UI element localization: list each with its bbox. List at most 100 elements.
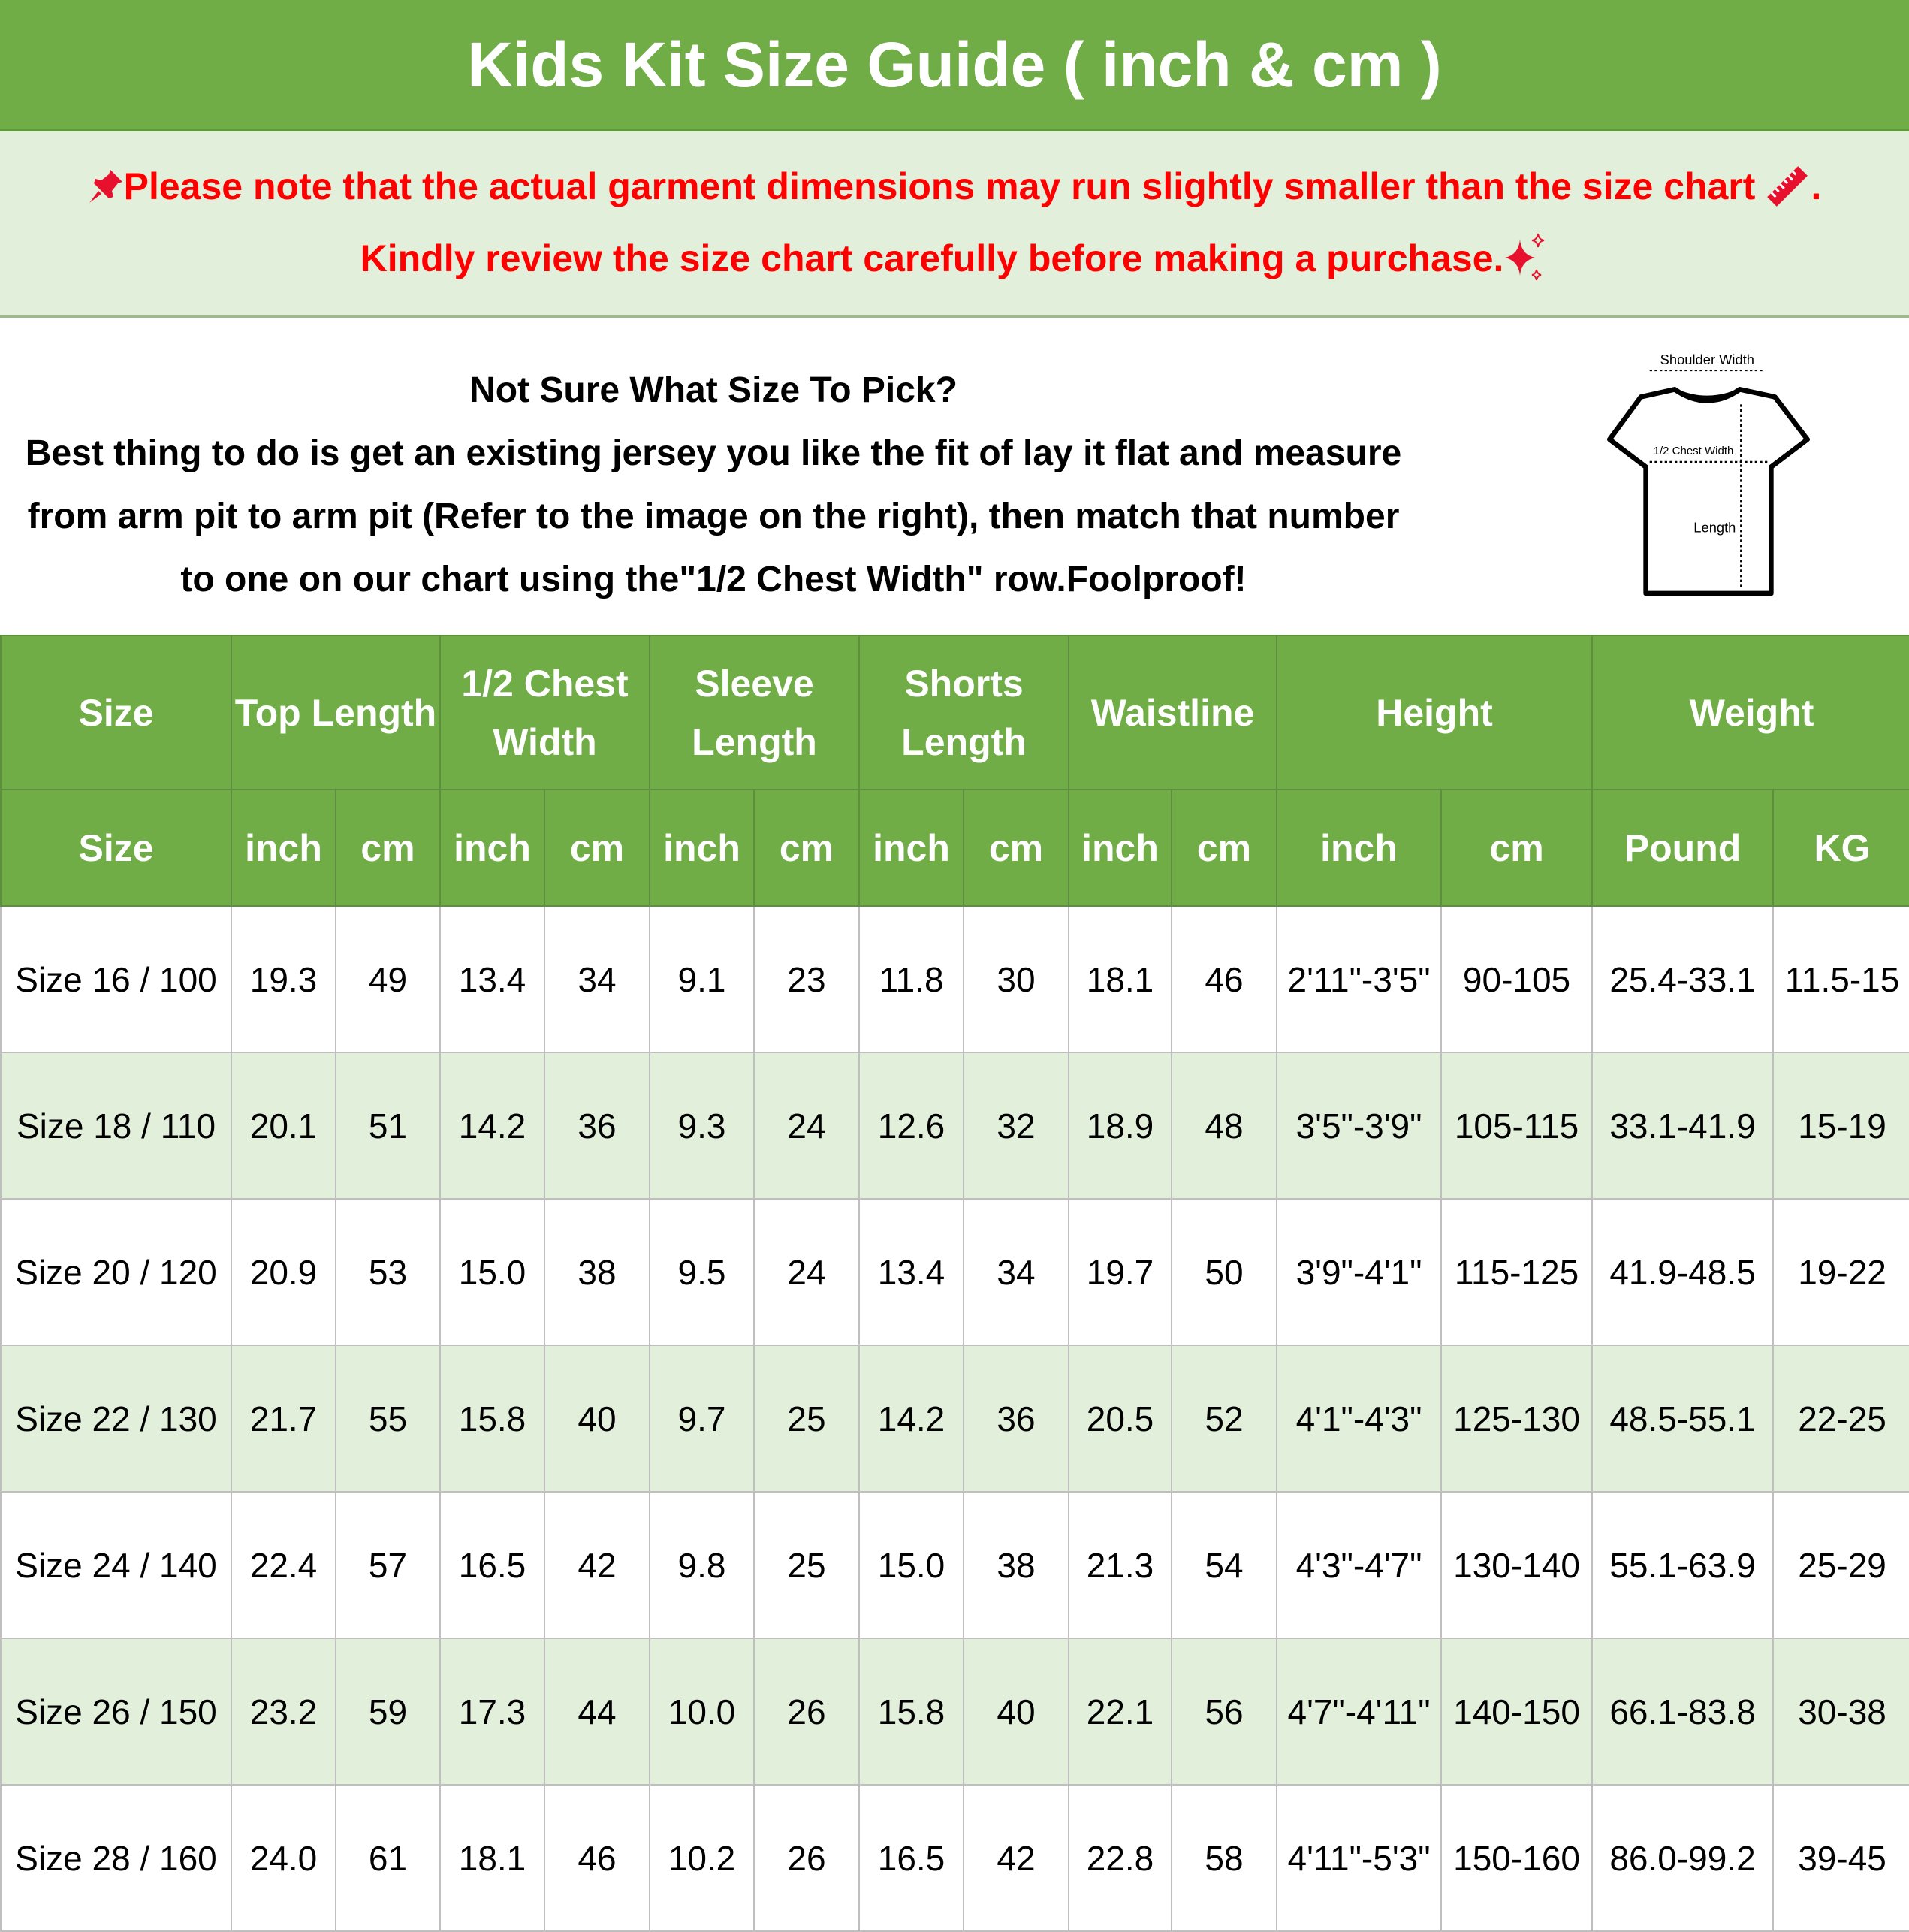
value-cell: 22.8 <box>1068 1784 1172 1932</box>
value-cell: 39-45 <box>1772 1784 1909 1932</box>
value-cell: 4'1"-4'3" <box>1276 1345 1443 1493</box>
value-cell: 4'3"-4'7" <box>1276 1491 1443 1639</box>
value-cell: 30 <box>963 905 1069 1053</box>
value-cell: 38 <box>963 1491 1069 1639</box>
value-cell: 59 <box>335 1638 441 1786</box>
value-cell: 125-130 <box>1440 1345 1594 1493</box>
value-cell: 13.4 <box>439 905 545 1053</box>
size-cell: Size 16 / 100 <box>0 905 232 1053</box>
value-cell: 90-105 <box>1440 905 1594 1053</box>
value-cell: 55 <box>335 1345 441 1493</box>
value-cell: 50 <box>1170 1198 1278 1346</box>
value-cell: 25-29 <box>1772 1491 1909 1639</box>
unit-header: cm <box>963 789 1069 907</box>
value-cell: 54 <box>1170 1491 1278 1639</box>
value-cell: 11.8 <box>858 905 964 1053</box>
value-cell: 20.5 <box>1068 1345 1172 1493</box>
diagram-label: 1/2 Chest Width <box>1654 445 1734 457</box>
value-cell: 30-38 <box>1772 1638 1909 1786</box>
notice-line: Please note that the actual garment dime… <box>88 163 1822 210</box>
value-cell: 13.4 <box>858 1198 964 1346</box>
value-cell: 22.1 <box>1068 1638 1172 1786</box>
value-cell: 21.7 <box>231 1345 336 1493</box>
value-cell: 15-19 <box>1772 1052 1909 1200</box>
column-group-header: Shorts Length <box>858 635 1069 790</box>
value-cell: 18.1 <box>1068 905 1172 1053</box>
value-cell: 130-140 <box>1440 1491 1594 1639</box>
value-cell: 15.0 <box>439 1198 545 1346</box>
value-cell: 58 <box>1170 1784 1278 1932</box>
info-text: Not Sure What Size To Pick? Best thing t… <box>0 359 1427 611</box>
data-row: Size 22 / 130 21.7 55 15.8 40 9.7 25 14.2 36 20.5… <box>0 1345 1909 1493</box>
value-cell: 51 <box>335 1052 441 1200</box>
unit-header: cm <box>544 789 650 907</box>
header-row: Size Top Length 1/2 Chest Width Sleeve Leng… <box>0 635 1909 790</box>
value-cell: 34 <box>544 905 650 1053</box>
value-cell: 2'11"-3'5" <box>1276 905 1443 1053</box>
value-cell: 11.5-15 <box>1772 905 1909 1053</box>
value-cell: 4'11"-5'3" <box>1276 1784 1443 1932</box>
unit-header: KG <box>1772 789 1909 907</box>
info-line: from arm pit to arm pit (Refer to the im… <box>27 497 1400 536</box>
value-cell: 115-125 <box>1440 1198 1594 1346</box>
unit-header: Size <box>0 789 232 907</box>
value-cell: 66.1-83.8 <box>1591 1638 1775 1786</box>
value-cell: 18.9 <box>1068 1052 1172 1200</box>
unit-header: inch <box>649 789 755 907</box>
value-cell: 44 <box>544 1638 650 1786</box>
value-cell: 36 <box>963 1345 1069 1493</box>
diagram-label: Length <box>1693 519 1736 535</box>
value-cell: 10.2 <box>649 1784 755 1932</box>
data-row: Size 18 / 110 20.1 51 14.2 36 9.3 24 12.6 32 18.9… <box>0 1052 1909 1200</box>
value-cell: 25 <box>753 1491 860 1639</box>
value-cell: 52 <box>1170 1345 1278 1493</box>
value-cell: 25.4-33.1 <box>1591 905 1775 1053</box>
value-cell: 9.1 <box>649 905 755 1053</box>
info-line: to one on our chart using the"1/2 Chest … <box>180 560 1247 599</box>
value-cell: 22-25 <box>1772 1345 1909 1493</box>
data-row: Size 26 / 150 23.2 59 17.3 44 10.0 26 15.8 40 22.… <box>0 1638 1909 1786</box>
column-group-header: Height <box>1276 635 1594 790</box>
value-cell: 22.4 <box>231 1491 336 1639</box>
unit-header: cm <box>1170 789 1278 907</box>
column-group-header: 1/2 Chest Width <box>439 635 650 790</box>
unit-header: cm <box>335 789 441 907</box>
value-cell: 38 <box>544 1198 650 1346</box>
value-cell: 10.0 <box>649 1638 755 1786</box>
unit-header: inch <box>231 789 336 907</box>
size-cell: Size 18 / 110 <box>0 1052 232 1200</box>
value-cell: 19.7 <box>1068 1198 1172 1346</box>
value-cell: 9.3 <box>649 1052 755 1200</box>
value-cell: 19-22 <box>1772 1198 1909 1346</box>
data-row: Size 20 / 120 20.9 53 15.0 38 9.5 24 13.4 34 19.7… <box>0 1198 1909 1346</box>
diagram-label: Shoulder Width <box>1660 352 1754 367</box>
notice-end: . <box>1811 165 1822 207</box>
size-cell: Size 22 / 130 <box>0 1345 232 1493</box>
value-cell: 26 <box>753 1784 860 1932</box>
info-heading: Not Sure What Size To Pick? <box>469 370 958 410</box>
size-cell: Size 24 / 140 <box>0 1491 232 1639</box>
value-cell: 16.5 <box>858 1784 964 1932</box>
pin-icon <box>89 169 122 203</box>
value-cell: 40 <box>544 1345 650 1493</box>
value-cell: 42 <box>544 1491 650 1639</box>
column-group-header: Weight <box>1591 635 1909 790</box>
data-row: Size 24 / 140 22.4 57 16.5 42 9.8 25 15.0 38 21.3… <box>0 1491 1909 1639</box>
unit-header: Pound <box>1591 789 1775 907</box>
size-cell: Size 26 / 150 <box>0 1638 232 1786</box>
value-cell: 23.2 <box>231 1638 336 1786</box>
value-cell: 4'7"-4'11" <box>1276 1638 1443 1786</box>
value-cell: 48 <box>1170 1052 1278 1200</box>
unit-header: inch <box>1068 789 1172 907</box>
value-cell: 61 <box>335 1784 441 1932</box>
value-cell: 46 <box>544 1784 650 1932</box>
value-cell: 48.5-55.1 <box>1591 1345 1775 1493</box>
unit-header: inch <box>1276 789 1443 907</box>
value-cell: 49 <box>335 905 441 1053</box>
value-cell: 105-115 <box>1440 1052 1594 1200</box>
notice-text: Please note that the actual garment dime… <box>123 165 1756 207</box>
value-cell: 32 <box>963 1052 1069 1200</box>
column-group-header: Top Length <box>231 635 441 790</box>
notice: Please note that the actual garment dime… <box>0 131 1909 318</box>
